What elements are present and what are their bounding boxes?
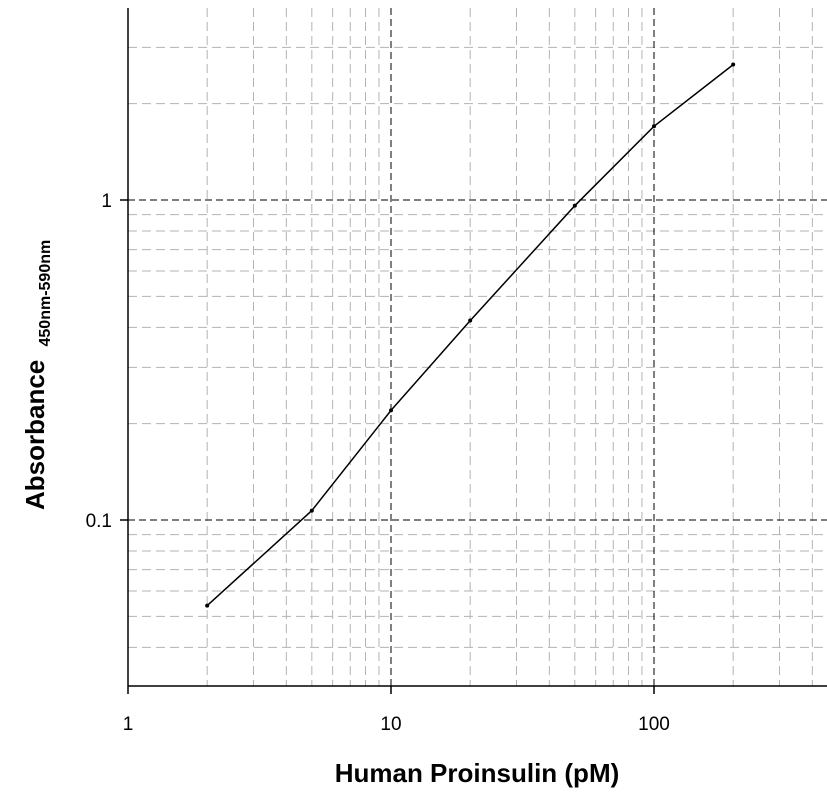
minor-grid <box>128 8 827 686</box>
series <box>205 62 736 608</box>
y-tick-label: 0.1 <box>86 511 112 532</box>
y-axis-title-main: Absorbance <box>20 360 50 510</box>
data-point <box>309 508 314 513</box>
major-grid <box>128 8 827 686</box>
data-point <box>652 124 656 129</box>
y-tick-label: 1 <box>101 191 112 212</box>
data-point <box>389 408 393 413</box>
y-axis-title-subscript: 450nm-590nm <box>37 240 54 347</box>
data-point <box>572 203 577 208</box>
y-axis-title: Absorbance 450nm-590nm <box>20 240 54 510</box>
x-ticks: 1 10 100 <box>123 686 670 735</box>
x-tick-label: 1 <box>123 714 134 735</box>
data-point <box>731 62 736 67</box>
data-point <box>205 603 210 608</box>
x-tick-label: 10 <box>380 714 401 735</box>
y-ticks: 0.11 <box>86 191 128 532</box>
axes <box>127 8 827 687</box>
x-tick-label: 100 <box>638 714 670 735</box>
data-point <box>468 318 473 323</box>
x-axis-title: Human Proinsulin (pM) <box>335 758 620 788</box>
